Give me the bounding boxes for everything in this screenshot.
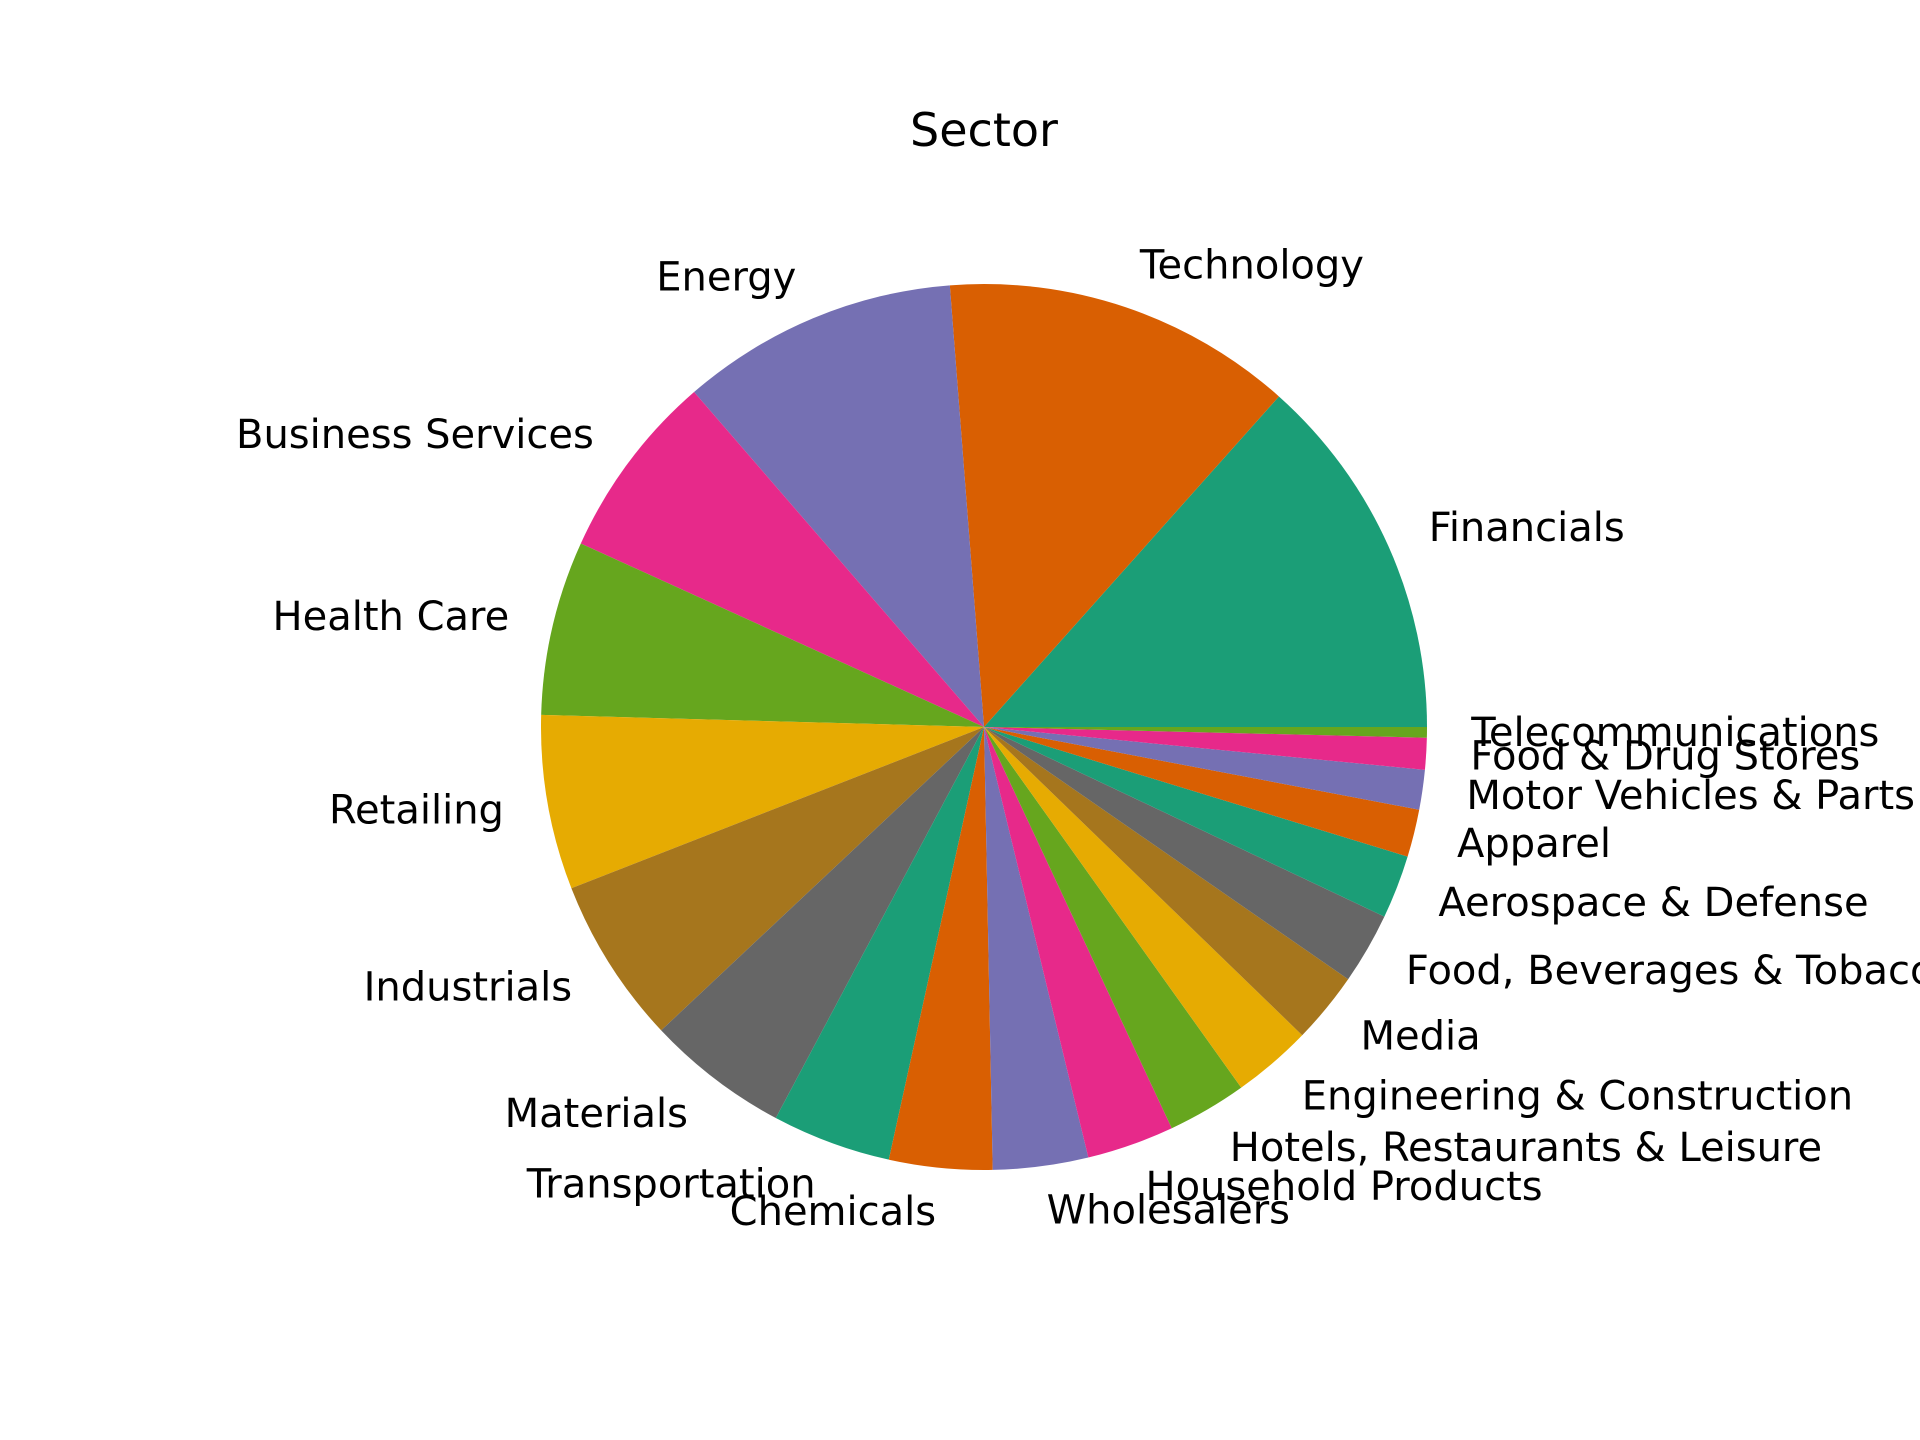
pie-slice-retailing	[540, 714, 984, 889]
pie-slice-media	[984, 727, 1349, 1036]
pie-label-transportation: Transportation	[526, 1161, 816, 1207]
pie-slice-food-drug-stores	[984, 727, 1427, 770]
pie-label-aerospace-defense: Aerospace & Defense	[1438, 880, 1868, 926]
pie-slice-health-care	[541, 543, 984, 727]
pie-slice-business-services	[580, 392, 984, 727]
pie-slice-food-beverages-tobacco	[984, 727, 1385, 980]
pie-label-motor-vehicles-parts: Motor Vehicles & Parts	[1466, 773, 1915, 819]
pie-slice-materials	[661, 727, 984, 1119]
pie-label-hotels-restaurants-leisure: Hotels, Restaurants & Leisure	[1230, 1125, 1822, 1171]
pie-label-health-care: Health Care	[273, 594, 510, 640]
pie-label-technology: Technology	[1139, 242, 1364, 288]
pie-label-media: Media	[1361, 1013, 1481, 1059]
pie-slice-transportation	[775, 727, 984, 1160]
chart-title: Sector	[910, 103, 1058, 157]
pie-slice-wholesalers	[984, 727, 1089, 1170]
pie-slice-industrials	[571, 727, 984, 1031]
pie-slice-engineering-construction	[984, 727, 1303, 1088]
pie-label-household-products: Household Products	[1145, 1164, 1542, 1210]
pie-slice-household-products	[984, 727, 1172, 1158]
pie-label-apparel: Apparel	[1457, 821, 1611, 867]
pie-label-telecommunications: Telecommunications	[1470, 710, 1879, 756]
pie-slice-hotels-restaurants-leisure	[984, 727, 1242, 1129]
pie-slice-apparel	[984, 727, 1420, 857]
pie-label-energy: Energy	[656, 254, 796, 300]
pie-label-food-beverages-tobacco: Food, Beverages & Tobacco	[1406, 948, 1920, 994]
pie-label-business-services: Business Services	[236, 412, 594, 458]
pie-label-retailing: Retailing	[329, 788, 504, 834]
pie-slice-telecommunications	[984, 727, 1427, 738]
pie-label-materials: Materials	[505, 1091, 688, 1137]
pie-slice-technology	[949, 283, 1279, 727]
pie-slice-energy	[694, 285, 984, 727]
pie-label-financials: Financials	[1429, 505, 1625, 551]
pie-labels: Financials Technology Energy Business Servi…	[236, 242, 1920, 1235]
pie-label-engineering-construction: Engineering & Construction	[1302, 1073, 1853, 1119]
pie-slices	[540, 283, 1427, 1170]
pie-slice-financials	[984, 396, 1427, 727]
pie-slice-aerospace-defense	[984, 727, 1408, 917]
pie-slice-motor-vehicles-parts	[984, 727, 1425, 810]
pie-slice-chemicals	[888, 727, 993, 1170]
pie-label-wholesalers: Wholesalers	[1047, 1187, 1290, 1233]
pie-label-industrials: Industrials	[364, 964, 572, 1010]
pie-label-food-drug-stores: Food & Drug Stores	[1470, 734, 1860, 780]
pie-label-chemicals: Chemicals	[730, 1189, 936, 1235]
